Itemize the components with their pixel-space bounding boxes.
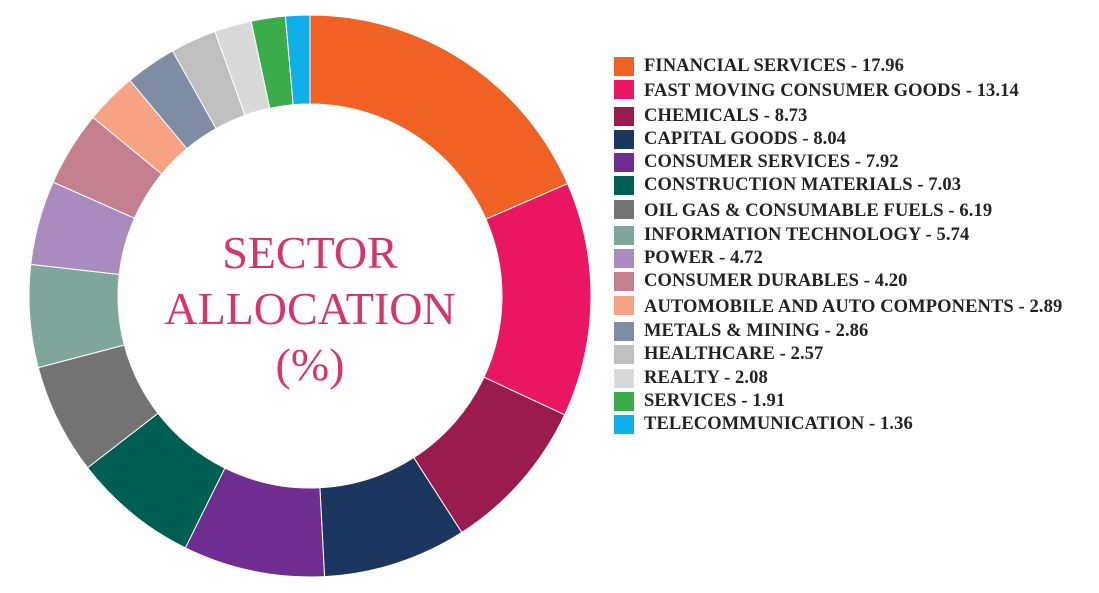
legend-swatch [614,199,634,219]
legend-value: 2.08 [735,367,768,388]
legend-label: SERVICES [644,390,737,411]
donut-slice-1 [309,14,569,220]
legend-swatch [614,129,634,149]
legend-swatch [614,414,634,434]
chart-title-line-3: (%) [275,339,345,390]
legend-swatch [614,295,634,315]
legend-item: SERVICES - 1.91 [614,390,1084,413]
legend-value: 1.91 [752,390,786,411]
legend-label: CONSUMER SERVICES [644,152,851,173]
legend-label: CONSUMER DURABLES [644,271,859,292]
legend-value: 2.86 [835,321,869,342]
donut-chart [28,14,592,578]
legend-label: CHEMICALS [644,105,759,126]
donut-slice-16 [284,14,311,106]
legend-value: 2.89 [1029,296,1063,317]
chart-title-line-2: ALLOCATION [164,283,456,334]
legend-item: CONSUMER DURABLES - 4.20 [614,270,1084,293]
legend-value: 8.04 [813,128,847,149]
legend-label: FAST MOVING CONSUMER GOODS [644,81,961,102]
legend-item: FAST MOVING CONSUMER GOODS - 13.14 [614,78,1084,105]
legend-swatch [614,345,634,365]
legend-value: 2.57 [790,344,824,365]
legend-item: CONSUMER SERVICES - 7.92 [614,151,1084,174]
legend-label: POWER [644,248,715,269]
legend-item: POWER - 4.72 [614,247,1084,270]
chart-legend: FINANCIAL SERVICES - 17.96 FAST MOVING CO… [614,55,1084,436]
chart-title-line-1: SECTOR [222,227,398,278]
legend-label: INFORMATION TECHNOLOGY [644,225,921,246]
legend-label: METALS & MINING [644,321,820,342]
donut-slice-2 [483,182,592,416]
legend-value: 4.20 [874,271,908,292]
legend-value: 4.72 [730,248,763,269]
legend-swatch [614,391,634,411]
legend-item: FINANCIAL SERVICES - 17.96 [614,55,1084,78]
chart-title: SECTOR ALLOCATION (%) [160,225,460,393]
legend-item: CAPITAL GOODS - 8.04 [614,128,1084,151]
legend-swatch [614,57,634,76]
legend-swatch [614,176,634,196]
legend-item: CHEMICALS - 8.73 [614,105,1084,128]
legend-swatch [614,272,634,292]
legend-label: FINANCIAL SERVICES [644,56,847,76]
legend-label: CONSTRUCTION MATERIALS [644,175,913,196]
legend-label: AUTOMOBILE AND AUTO COMPONENTS [644,296,1014,317]
legend-swatch [614,106,634,126]
legend-value: 6.19 [959,200,993,221]
legend-swatch [614,368,634,388]
legend-label: REALTY [644,367,720,388]
legend-item: AUTOMOBILE AND AUTO COMPONENTS - 2.89 [614,294,1084,321]
legend-value: 7.92 [865,152,899,173]
legend-value: 7.03 [928,175,962,196]
legend-item: METALS & MINING - 2.86 [614,320,1084,343]
legend-item: INFORMATION TECHNOLOGY - 5.74 [614,224,1084,247]
legend-item: TELECOMMUNICATION - 1.36 [614,413,1084,436]
legend-swatch [614,322,634,342]
legend-swatch [614,153,634,173]
legend-value: 8.73 [774,105,808,126]
legend-value: 17.96 [861,56,904,76]
legend-label: TELECOMMUNICATION [644,413,865,434]
legend-item: OIL GAS & CONSUMABLE FUELS - 6.19 [614,198,1084,225]
legend-label: HEALTHCARE [644,344,775,365]
legend-swatch [614,249,634,269]
legend-label: CAPITAL GOODS [644,128,798,149]
legend-item: CONSTRUCTION MATERIALS - 7.03 [614,174,1084,197]
legend-item: REALTY - 2.08 [614,367,1084,390]
legend-label: OIL GAS & CONSUMABLE FUELS [644,200,944,221]
legend-swatch [614,226,634,246]
legend-item: HEALTHCARE - 2.57 [614,343,1084,366]
legend-swatch [614,80,634,100]
legend-value: 1.36 [880,413,913,434]
legend-value: 5.74 [936,225,970,246]
legend-value: 13.14 [976,81,1019,102]
